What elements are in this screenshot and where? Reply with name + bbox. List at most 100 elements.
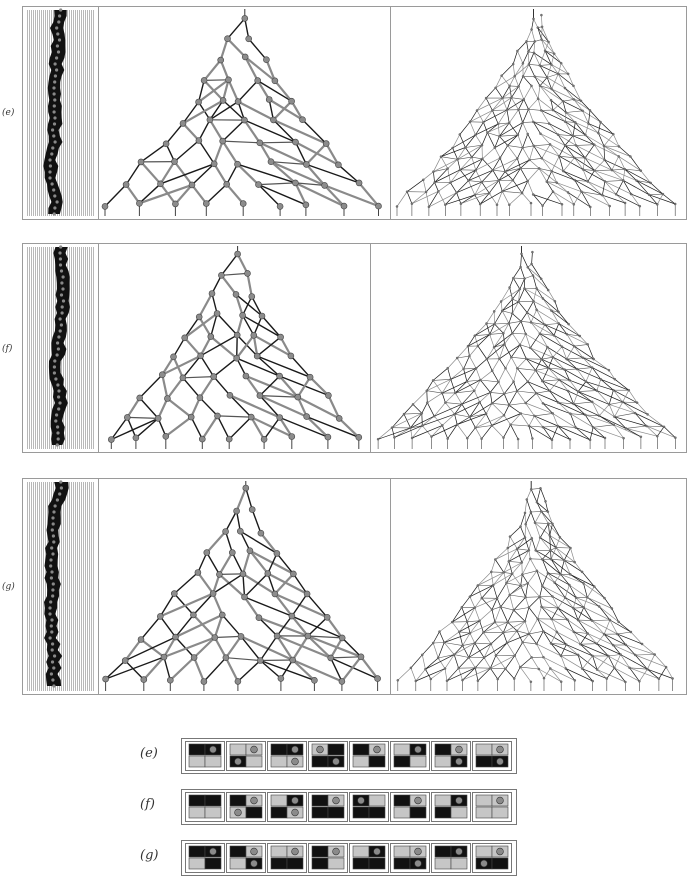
network-edge [494,134,519,149]
network-edge [203,59,222,82]
network-edge [524,288,534,302]
network-edge [513,381,518,392]
network-edge [552,109,566,122]
network-edge [563,170,588,182]
network-edge [540,133,566,146]
network-edge [609,401,623,405]
network-node [542,676,546,680]
network-node [551,595,554,598]
network-edge [614,416,647,427]
network-edge [203,657,227,682]
network-node [504,366,507,370]
network-node [496,677,499,681]
evolution-band [44,482,69,686]
network-edge [583,607,593,621]
network-edge [500,594,510,608]
network-edge [397,667,412,681]
network-node [479,378,482,382]
network-node [569,412,572,415]
network-node [517,108,520,111]
network-node [162,140,170,148]
network-edge [442,381,468,394]
network-edge [444,642,463,646]
network-edge [142,656,165,681]
network-edge [358,182,380,207]
rule-cell [393,794,411,807]
network-edge [543,668,551,679]
network-edge [589,110,601,123]
network-edge [504,158,518,172]
network-edge [565,112,589,124]
network-node [503,342,506,346]
network-edge [614,401,624,417]
network-node [292,138,299,146]
network-node [511,178,515,182]
network-edge [513,666,521,679]
evolution-node [48,612,52,616]
network-edge [556,631,567,645]
evolution-node [58,251,62,255]
network-node [474,133,477,137]
evolution-panel-g [22,478,100,695]
network-edge [599,415,627,429]
network-node [527,606,531,609]
rule-label-f: (f) [140,797,155,812]
network-edge [454,414,458,425]
network-node [271,590,279,598]
network-node [302,201,310,209]
network-edge [596,669,608,679]
causal-network-detail-g [396,481,674,691]
network-edge [573,99,583,112]
network-edge [140,143,167,163]
rule-dot [291,847,299,856]
network-edge [476,97,487,111]
network-edge [506,97,512,111]
network-edge [446,667,476,682]
network-edge [555,547,565,561]
rule-dot [455,796,463,805]
network-edge [475,122,484,136]
network-edge [603,619,611,635]
network-node [576,653,580,657]
network-edge [552,413,559,427]
network-node [246,547,254,554]
network-edge [551,73,559,90]
network-edge [173,593,194,616]
network-edge [447,368,452,380]
network-edge [508,122,519,136]
evolution-node [56,383,60,387]
network-edge [530,511,542,513]
evolution-node [52,666,56,670]
network-node [480,143,484,147]
network-edge [544,324,555,336]
network-node [513,74,516,78]
evolution-node [53,74,57,78]
network-edge [475,414,505,429]
network-edge [503,381,514,395]
rule-box [226,792,266,822]
network-edge [512,313,522,322]
rule-cell [491,857,509,870]
network-edge [452,134,476,149]
network-edge [526,312,532,323]
network-node [164,395,171,402]
evolution-node [49,600,53,604]
network-node [172,200,179,208]
network-edge [502,86,519,99]
network-edge [426,402,435,417]
network-edge [622,401,638,403]
network-node [639,435,643,439]
network-edge [574,157,595,171]
network-node [552,334,556,337]
evolution-pattern-g [23,479,99,694]
network-node [555,181,559,184]
network-edge [567,192,591,208]
network-edge [541,26,543,40]
network-node [551,355,555,359]
network-edge [557,134,566,146]
network-edge [564,112,567,122]
network-edge [552,596,574,609]
network-node [224,35,231,43]
network-edge [545,501,549,512]
evolution-node [61,287,65,291]
